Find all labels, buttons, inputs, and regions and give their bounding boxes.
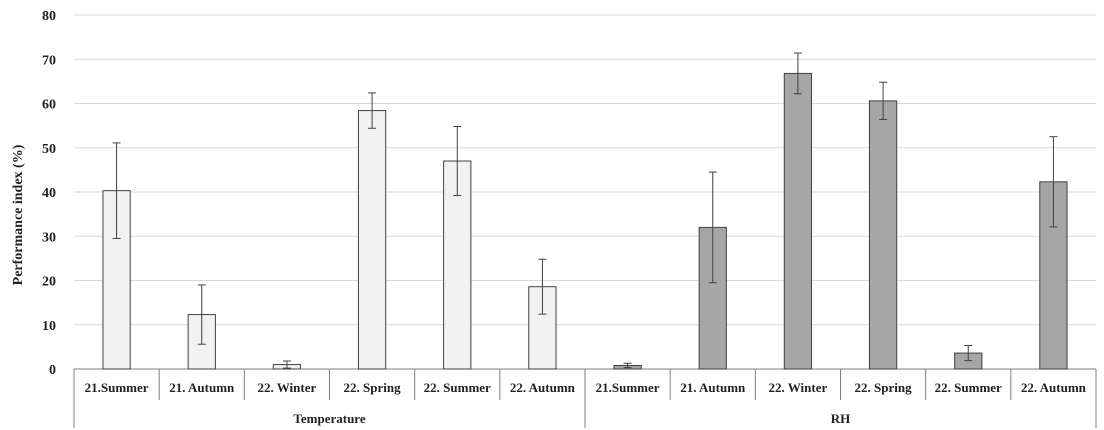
grid-layer <box>73 14 1097 428</box>
y-tick-label: 10 <box>42 319 56 334</box>
bar <box>357 110 387 370</box>
x-category-label: 22. Autumn <box>510 380 576 395</box>
y-tick-label: 0 <box>49 363 56 378</box>
x-category-label: 22. Winter <box>769 380 828 395</box>
x-category-label: 22. Summer <box>424 380 491 395</box>
labels-layer: 0 10 20 30 40 50 60 70 80 21.Summer 21. Autumn 22. … <box>42 9 1087 426</box>
x-category-label: 22. Winter <box>258 380 317 395</box>
bar <box>868 100 898 370</box>
y-tick-label: 80 <box>42 9 56 24</box>
y-tick-label: 70 <box>42 53 56 68</box>
y-axis-title: Performance index (%) <box>11 144 26 285</box>
group-label: Temperature <box>293 411 365 426</box>
x-category-label: 22. Summer <box>935 380 1002 395</box>
bars-layer <box>102 52 1068 370</box>
y-tick-label: 50 <box>42 142 56 157</box>
x-category-label: 21. Autumn <box>680 380 746 395</box>
x-category-label: 21.Summer <box>596 380 660 395</box>
x-category-label: 22. Autumn <box>1021 380 1087 395</box>
y-tick-label: 30 <box>42 230 56 245</box>
x-category-label: 22. Spring <box>344 380 402 395</box>
group-label: RH <box>831 411 851 426</box>
y-tick-label: 20 <box>42 275 56 290</box>
x-category-label: 22. Spring <box>855 380 913 395</box>
bar <box>783 72 813 370</box>
y-tick-label: 60 <box>42 98 56 113</box>
x-category-label: 21. Autumn <box>169 380 235 395</box>
y-tick-label: 40 <box>42 186 56 201</box>
x-category-label: 21.Summer <box>85 380 149 395</box>
